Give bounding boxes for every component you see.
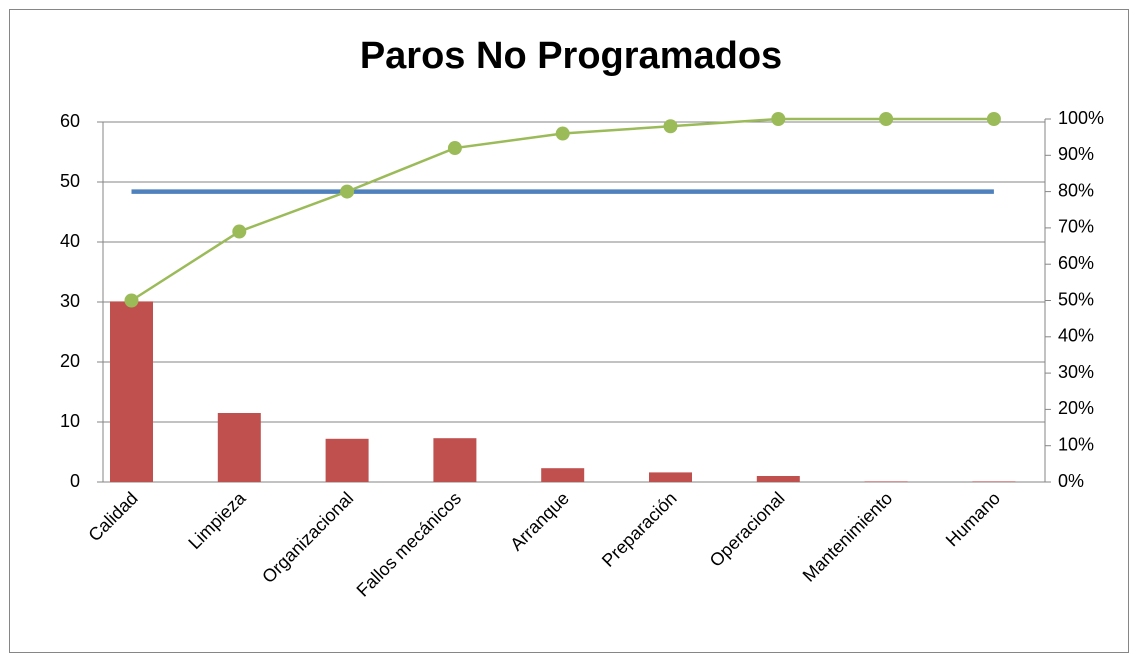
bar xyxy=(649,472,692,482)
line-marker xyxy=(447,141,462,156)
y2-tick-label: 20% xyxy=(1058,398,1094,418)
y2-tick-label: 50% xyxy=(1058,289,1094,309)
y-tick-label: 40 xyxy=(60,231,80,251)
line-marker xyxy=(124,293,139,308)
line-marker xyxy=(771,112,786,126)
bar xyxy=(433,438,477,482)
bar xyxy=(325,438,369,482)
y-tick-label: 10 xyxy=(60,411,80,431)
y-tick-label: 30 xyxy=(60,291,80,311)
line-marker xyxy=(232,224,247,239)
y2-tick-label: 10% xyxy=(1058,434,1094,454)
y2-tick-label: 70% xyxy=(1058,217,1094,237)
line-marker xyxy=(340,184,355,199)
y2-tick-label: 90% xyxy=(1058,144,1094,164)
bar xyxy=(541,468,585,482)
y2-tick-label: 40% xyxy=(1058,326,1094,346)
y-tick-label: 20 xyxy=(60,351,80,371)
y2-tick-label: 60% xyxy=(1058,253,1094,273)
y2-tick-label: 30% xyxy=(1058,362,1094,382)
chart-title: Paros No Programados xyxy=(360,35,782,77)
chart-border xyxy=(9,9,1129,653)
y-tick-label: 60 xyxy=(60,111,80,131)
bar xyxy=(756,476,800,482)
y-tick-label: 50 xyxy=(60,171,80,191)
line-marker xyxy=(879,112,894,126)
bar xyxy=(110,301,153,482)
y2-tick-label: 100% xyxy=(1058,108,1104,128)
y2-tick-label: 0% xyxy=(1058,471,1084,491)
bar xyxy=(972,481,1016,482)
bar xyxy=(217,413,261,482)
line-marker xyxy=(663,119,678,134)
line-marker xyxy=(555,126,570,141)
y2-tick-label: 80% xyxy=(1058,180,1094,200)
bar xyxy=(864,481,908,482)
line-marker xyxy=(986,112,1001,126)
y-tick-label: 0 xyxy=(70,471,80,491)
